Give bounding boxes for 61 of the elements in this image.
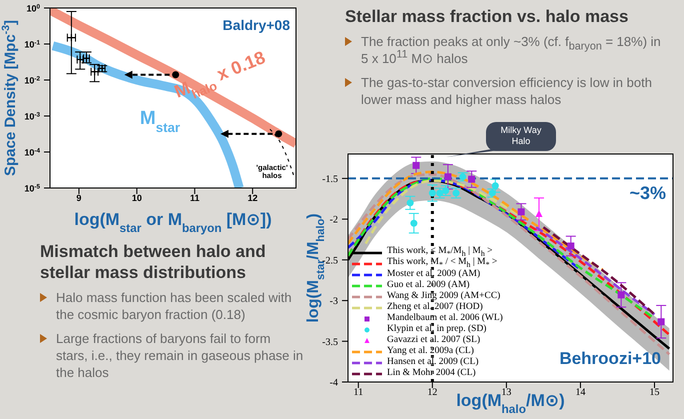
- point: [536, 210, 542, 218]
- y-tick-label: -2: [330, 214, 338, 226]
- y-tick-label: -3.5: [322, 336, 338, 348]
- y-tick-label: -4: [330, 378, 338, 388]
- x-tick-label: 12: [427, 387, 438, 398]
- line-series: [364, 180, 522, 245]
- point: [518, 208, 525, 216]
- text: M$_{halo}$ x 0.18: [172, 47, 268, 102]
- series-label: M$_{star}$: [140, 108, 180, 134]
- annotation: ~3%: [629, 183, 666, 203]
- y-tick-label: 10$^{-3}$: [24, 111, 40, 122]
- x-tick-label: 11: [354, 387, 364, 398]
- x-tick-label: 13: [501, 387, 512, 398]
- x-tick-label: 11: [190, 193, 200, 203]
- text: The fraction peaks at only ~3% (cf. f$_{baryon}$ = 18%) in 5 x 10$^{11}$ M⊙ halos: [361, 34, 661, 66]
- point: [412, 162, 420, 169]
- point: [428, 190, 436, 197]
- y-tick-label: -1.5: [322, 174, 338, 185]
- point: [658, 318, 665, 326]
- point: [468, 176, 476, 183]
- point: [444, 173, 452, 180]
- point: [410, 220, 418, 227]
- point: [406, 199, 414, 206]
- legend-label: This work, M$_{*}$ / < M$_{h}$ | M$_{*}$ >: [387, 257, 498, 269]
- y-tick-label: 10$^{-2}$: [24, 75, 40, 86]
- point: [275, 130, 282, 138]
- legend-label: Zheng et al. 2007 (HOD): [387, 302, 483, 313]
- text: Stellar mass fraction vs. halo mass: [345, 6, 630, 27]
- text: Halo mass function has been scaled with the cosmic baryon fraction (0.18): [56, 289, 293, 323]
- legend-label: Lin & Mohr 2004 (CL): [387, 368, 476, 379]
- text: Mismatch between halo and stellar mass distributions: [40, 241, 267, 283]
- text: Large fractions of baryons fail to form stars, i.e., they remain in gaseous phase in the halos: [56, 330, 304, 381]
- y-tick-label: -3: [330, 296, 338, 308]
- x-tick-label: 10: [132, 193, 142, 203]
- annotation: Baldry+08: [222, 17, 290, 33]
- legend-label: Mandelbaum et al. 2006 (WL): [387, 313, 503, 324]
- line-series: [348, 170, 604, 271]
- x-tick-label: 9: [76, 193, 82, 203]
- legend-label: Yang et al. 2009a (CL): [387, 346, 474, 357]
- legend-label: Gavazzi et al. 2007 (SL): [387, 335, 480, 346]
- x-tick-label: 15: [649, 387, 660, 398]
- legend-label: Wang & Jing 2009 (AM+CC): [387, 291, 500, 302]
- x-axis-title: log(M$_{star}$ or M$_{baryon}$ [M⊙]): [74, 210, 272, 235]
- text: Milky Way Halo: [500, 124, 542, 147]
- y-tick-label: 10$^{-1}$: [24, 39, 40, 50]
- y-tick-label: 10$^{-4}$: [24, 147, 40, 158]
- point: [567, 242, 574, 250]
- legend-label: Klypin et al. in prep. (SD): [387, 324, 486, 335]
- point: [492, 182, 499, 190]
- text: The gas-to-star conversion efficiency is low in both lower mass and higher mass halos: [361, 74, 653, 108]
- point: [172, 71, 180, 78]
- point: [618, 291, 625, 298]
- annotation: Behroozi+10: [559, 349, 661, 368]
- point: [488, 190, 496, 197]
- y-tick-label: 10$^{0}$: [26, 3, 40, 14]
- y-tick-label: 10$^{-5}$: [24, 183, 40, 194]
- legend-label: Guo et al. 2009 (AM): [387, 280, 470, 291]
- point: [459, 173, 466, 180]
- x-tick-label: 14: [575, 387, 586, 398]
- x-tick-label: 12: [248, 193, 258, 203]
- legend-label: Moster et al. 2009 (AM): [387, 269, 480, 280]
